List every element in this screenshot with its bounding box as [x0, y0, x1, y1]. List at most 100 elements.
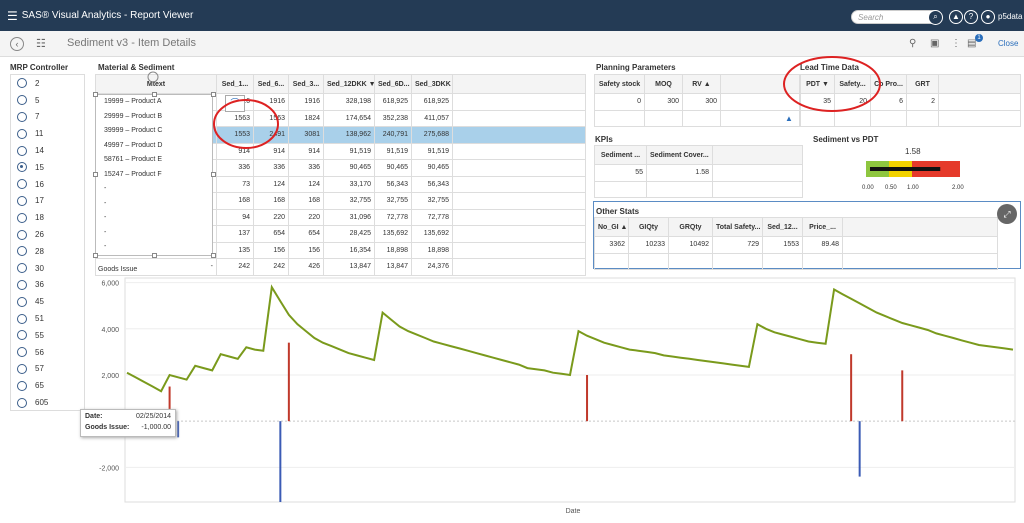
mrp-option-16[interactable]: 16: [11, 176, 84, 193]
mtext-item[interactable]: -: [104, 214, 107, 221]
mrp-option-7[interactable]: 7: [11, 109, 84, 126]
column-header[interactable]: Sediment ...: [594, 145, 647, 165]
user-avatar-icon[interactable]: ●: [981, 10, 995, 24]
table-row[interactable]: -242 242 426 13,847 13,847 24,376: [95, 258, 586, 276]
notifications-bell-icon[interactable]: ▲: [949, 10, 963, 24]
more-options-icon[interactable]: ⋮: [951, 38, 961, 49]
export-icon[interactable]: ▣: [930, 38, 940, 49]
table-row[interactable]: 3362 10233 10492 729 1553 89.48: [594, 236, 998, 254]
help-icon[interactable]: ?: [964, 10, 978, 24]
resize-handle[interactable]: [211, 253, 216, 258]
radio-button[interactable]: [17, 313, 27, 324]
rotate-handle-icon[interactable]: [146, 70, 160, 84]
expand-icon[interactable]: ⤢: [997, 204, 1017, 224]
resize-handle[interactable]: [152, 92, 157, 97]
column-header[interactable]: Total Safety...: [712, 217, 763, 237]
mrp-option-65[interactable]: 65: [11, 377, 84, 394]
mtext-item[interactable]: 19999 – Product A: [104, 98, 162, 105]
mrp-option-55[interactable]: 55: [11, 327, 84, 344]
radio-button[interactable]: [17, 128, 27, 139]
radio-button[interactable]: [17, 95, 27, 106]
column-header[interactable]: Sed_3...: [288, 74, 324, 94]
column-header[interactable]: No_GI ▲: [594, 217, 629, 237]
column-header[interactable]: Sed_12DKK ▼: [323, 74, 375, 94]
column-header[interactable]: Sediment Cover... ▲: [646, 145, 713, 165]
mrp-option-17[interactable]: 17: [11, 193, 84, 210]
back-icon[interactable]: ‹: [10, 37, 24, 51]
table-row[interactable]: 0 300 300: [594, 93, 800, 111]
user-name[interactable]: p5data: [998, 12, 1023, 21]
radio-button[interactable]: [17, 145, 27, 156]
mrp-option-15[interactable]: 15: [11, 159, 84, 176]
menu-icon[interactable]: ☰: [7, 8, 18, 23]
mrp-option-26[interactable]: 26: [11, 226, 84, 243]
radio-button[interactable]: [17, 296, 27, 307]
mtext-item[interactable]: 39999 – Product C: [104, 127, 163, 134]
mtext-item[interactable]: 58761 – Product E: [104, 156, 162, 163]
list-icon[interactable]: ☷: [36, 38, 46, 50]
column-header[interactable]: Safety...: [834, 74, 871, 94]
resize-handle[interactable]: [93, 253, 98, 258]
resize-handle[interactable]: [152, 253, 157, 258]
column-header[interactable]: Safety stock: [594, 74, 645, 94]
radio-button[interactable]: [17, 263, 27, 274]
search-input[interactable]: Search ⌕: [851, 10, 943, 25]
table-row[interactable]: 55 1.58: [594, 164, 803, 182]
radio-button[interactable]: [17, 363, 27, 374]
mrp-option-14[interactable]: 14: [11, 142, 84, 159]
mrp-option-51[interactable]: 51: [11, 310, 84, 327]
radio-button[interactable]: [17, 195, 27, 206]
resize-handle[interactable]: [211, 172, 216, 177]
mtext-item[interactable]: -: [104, 243, 107, 250]
comments-icon[interactable]: ▤: [967, 38, 977, 49]
column-header[interactable]: GIQty: [628, 217, 669, 237]
mtext-item[interactable]: -: [104, 199, 107, 207]
mtext-item[interactable]: 15247 – Product F: [104, 170, 162, 178]
pin-icon[interactable]: ⚲: [909, 38, 917, 49]
radio-button[interactable]: [17, 380, 27, 391]
mtext-item[interactable]: -: [104, 228, 107, 236]
radio-button[interactable]: [17, 162, 27, 173]
mrp-option-30[interactable]: 30: [11, 260, 84, 277]
radio-button[interactable]: [17, 78, 27, 89]
mrp-option-18[interactable]: 18: [11, 209, 84, 226]
column-header[interactable]: MOQ: [644, 74, 683, 94]
radio-button[interactable]: [17, 279, 27, 290]
column-header[interactable]: PDT ▼: [800, 74, 835, 94]
resize-handle[interactable]: [93, 92, 98, 97]
mrp-option-45[interactable]: 45: [11, 293, 84, 310]
resize-handle[interactable]: [93, 172, 98, 177]
radio-button[interactable]: [17, 397, 27, 408]
radio-button[interactable]: [17, 179, 27, 190]
radio-button[interactable]: [17, 229, 27, 240]
resize-handle[interactable]: [211, 92, 216, 97]
column-header[interactable]: Sed_12...: [762, 217, 803, 237]
radio-button[interactable]: [17, 212, 27, 223]
radio-button[interactable]: [17, 347, 27, 358]
mrp-option-56[interactable]: 56: [11, 344, 84, 361]
radio-button[interactable]: [17, 111, 27, 122]
mrp-option-2[interactable]: 2: [11, 75, 84, 92]
close-button[interactable]: Close: [998, 39, 1019, 48]
mrp-option-605[interactable]: 605: [11, 394, 84, 411]
column-header[interactable]: Sed_6D...: [374, 74, 412, 94]
mrp-option-28[interactable]: 28: [11, 243, 84, 260]
column-header[interactable]: RV ▲: [682, 74, 721, 94]
mrp-option-5[interactable]: 5: [11, 92, 84, 109]
radio-button[interactable]: [17, 330, 27, 341]
column-header[interactable]: GRQty: [668, 217, 713, 237]
column-header[interactable]: Sed_6...: [253, 74, 289, 94]
column-header[interactable]: GRT: [906, 74, 939, 94]
filter-icon[interactable]: ⌒: [225, 95, 245, 112]
mrp-option-11[interactable]: 11: [11, 125, 84, 142]
mtext-item[interactable]: 29999 – Product B: [104, 112, 162, 120]
column-header[interactable]: Sed_3DKK: [411, 74, 453, 94]
mrp-option-57[interactable]: 57: [11, 361, 84, 378]
mtext-selection-box[interactable]: 19999 – Product A 29999 – Product B 39999 …: [95, 94, 213, 256]
column-header[interactable]: Price_...: [802, 217, 843, 237]
column-header[interactable]: Mtext: [95, 74, 217, 94]
mrp-option-36[interactable]: 36: [11, 277, 84, 294]
radio-button[interactable]: [17, 246, 27, 257]
mtext-item[interactable]: -: [104, 185, 107, 192]
mtext-item[interactable]: 49997 – Product D: [104, 141, 163, 149]
